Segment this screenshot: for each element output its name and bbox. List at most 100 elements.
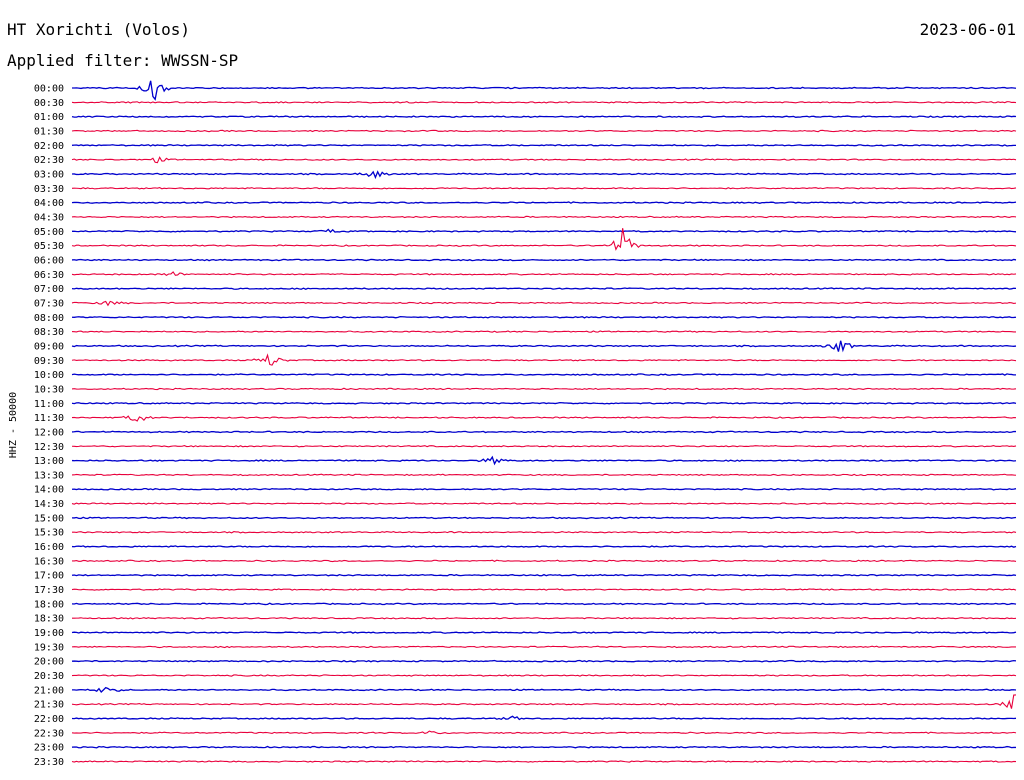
trace-line	[71, 686, 1017, 694]
trace-line	[71, 631, 1017, 634]
trace-line	[71, 215, 1017, 219]
trace-line	[71, 487, 1017, 491]
trace-line	[71, 201, 1017, 204]
row-time-label: 00:00	[34, 84, 64, 95]
row-time-label: 08:00	[34, 313, 64, 324]
row-time-label: 23:30	[34, 757, 64, 768]
trace-line	[71, 674, 1017, 677]
trace-line	[71, 340, 1017, 353]
trace-line	[71, 745, 1017, 749]
trace-rows: 00:00 00:30 01:00 01:30 02:00 02:30 03:00 03:30…	[34, 80, 1017, 768]
row-time-label: 07:00	[34, 284, 64, 295]
row-time-label: 05:30	[34, 241, 64, 252]
trace-line	[71, 730, 1017, 735]
row-time-label: 01:00	[34, 112, 64, 123]
row-time-label: 12:00	[34, 427, 64, 438]
row-time-label: 20:00	[34, 657, 64, 668]
row-time-label: 03:00	[34, 169, 64, 180]
row-time-label: 10:30	[34, 384, 64, 395]
row-time-label: 17:00	[34, 571, 64, 582]
trace-line	[71, 760, 1017, 763]
trace-line	[71, 187, 1017, 190]
row-time-label: 21:30	[34, 700, 64, 711]
trace-line	[71, 645, 1017, 649]
filter-label: Applied filter: WWSSN-SP	[7, 51, 239, 70]
row-time-label: 04:30	[34, 212, 64, 223]
trace-line	[71, 115, 1017, 119]
row-time-label: 09:00	[34, 341, 64, 352]
trace-line	[71, 588, 1017, 591]
row-time-label: 09:30	[34, 356, 64, 367]
row-time-label: 15:30	[34, 528, 64, 539]
trace-line	[71, 715, 1017, 721]
row-time-label: 12:30	[34, 442, 64, 453]
trace-line	[71, 300, 1017, 307]
row-time-label: 20:30	[34, 671, 64, 682]
row-time-label: 19:30	[34, 642, 64, 653]
row-time-label: 07:30	[34, 298, 64, 309]
row-time-label: 02:00	[34, 141, 64, 152]
trace-line	[71, 170, 1017, 180]
trace-line	[72, 80, 1017, 101]
trace-line	[71, 330, 1017, 333]
trace-line	[71, 659, 1017, 663]
row-time-label: 13:30	[34, 470, 64, 481]
trace-line	[72, 559, 1017, 563]
trace-line	[71, 516, 1017, 520]
trace-line	[71, 401, 1017, 405]
trace-line	[71, 502, 1017, 505]
trace-line	[71, 258, 1017, 262]
row-time-label: 11:30	[34, 413, 64, 424]
y-axis-label: HHZ - 50000	[8, 392, 19, 458]
trace-line	[71, 373, 1017, 376]
trace-line	[71, 129, 1017, 133]
row-time-label: 10:00	[34, 370, 64, 381]
row-time-label: 04:00	[34, 198, 64, 209]
row-time-label: 17:30	[34, 585, 64, 596]
row-time-label: 02:30	[34, 155, 64, 166]
row-time-label: 22:00	[34, 714, 64, 725]
trace-line	[71, 430, 1017, 434]
row-time-label: 18:00	[34, 599, 64, 610]
row-time-label: 13:00	[34, 456, 64, 467]
trace-line	[71, 455, 1017, 466]
row-time-label: 01:30	[34, 126, 64, 137]
trace-line	[71, 617, 1017, 620]
trace-line	[71, 315, 1017, 319]
row-time-label: 06:30	[34, 270, 64, 281]
trace-line	[71, 271, 1017, 277]
trace-line	[71, 473, 1017, 477]
row-time-label: 18:30	[34, 614, 64, 625]
row-time-label: 21:00	[34, 685, 64, 696]
row-time-label: 03:30	[34, 184, 64, 195]
trace-line	[71, 287, 1017, 290]
record-date: 2023-06-01	[919, 20, 1016, 39]
trace-line	[71, 415, 1017, 422]
row-time-label: 16:30	[34, 556, 64, 567]
row-time-label: 00:30	[34, 98, 64, 109]
row-time-label: 14:00	[34, 485, 64, 496]
row-time-label: 08:30	[34, 327, 64, 338]
trace-line	[71, 228, 1017, 233]
row-time-label: 16:00	[34, 542, 64, 553]
row-time-label: 19:00	[34, 628, 64, 639]
trace-line	[71, 445, 1017, 448]
row-time-label: 11:00	[34, 399, 64, 410]
trace-line	[71, 228, 1017, 251]
row-time-label: 05:00	[34, 227, 64, 238]
trace-line	[71, 143, 1017, 147]
station-title: HT Xorichti (Volos)	[7, 20, 191, 39]
trace-line	[71, 387, 1017, 391]
trace-line	[71, 545, 1017, 548]
row-time-label: 06:00	[34, 255, 64, 266]
row-time-label: 23:00	[34, 743, 64, 754]
row-time-label: 15:00	[34, 513, 64, 524]
trace-line	[71, 530, 1017, 534]
trace-line	[71, 602, 1017, 606]
trace-line	[71, 353, 1017, 366]
trace-line	[71, 101, 1017, 104]
trace-line	[71, 573, 1017, 577]
row-time-label: 14:30	[34, 499, 64, 510]
trace-line	[71, 156, 1017, 164]
